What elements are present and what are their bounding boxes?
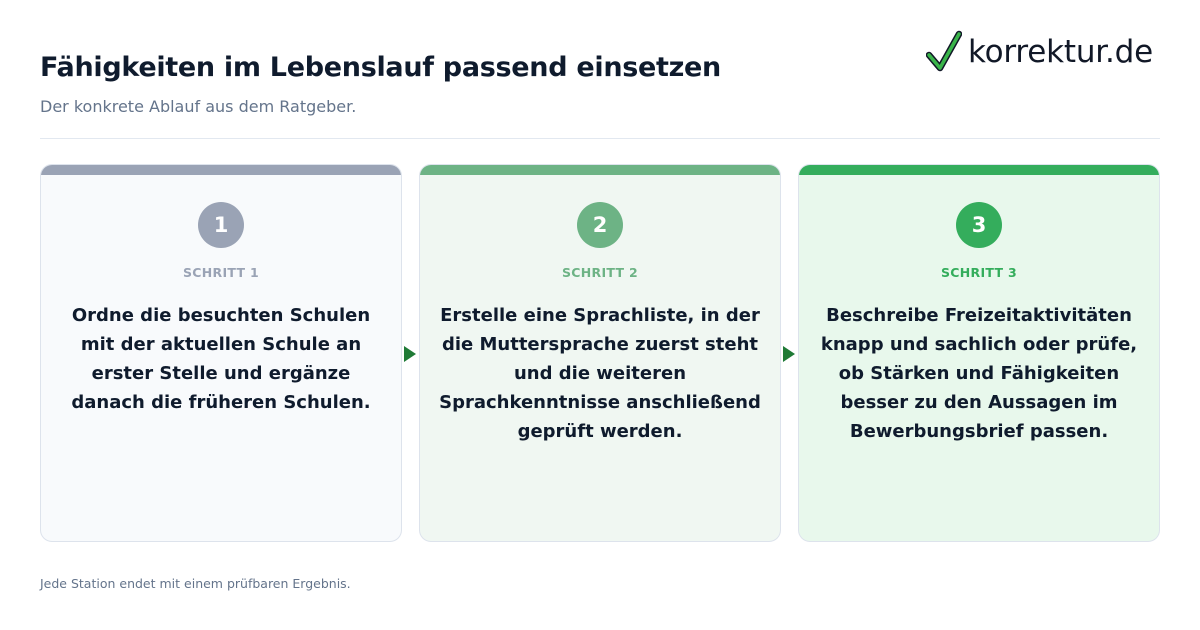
step-number-badge: 3 xyxy=(956,202,1002,248)
step-number-badge: 2 xyxy=(577,202,623,248)
step-card-1: 1 SCHRITT 1 Ordne die besuchten Schulen … xyxy=(40,164,402,542)
footnote: Jede Station endet mit einem prüfbaren E… xyxy=(40,576,351,591)
header-divider xyxy=(40,138,1160,139)
step-card-accent-bar xyxy=(799,165,1159,175)
logo-text: korrektur.de xyxy=(968,34,1154,70)
arrow-right-icon xyxy=(404,346,416,362)
step-label: SCHRITT 3 xyxy=(940,265,1017,280)
step-card-3: 3 SCHRITT 3 Beschreibe Freizeitaktivität… xyxy=(798,164,1160,542)
step-card-2: 2 SCHRITT 2 Erstelle eine Sprachliste, i… xyxy=(419,164,781,542)
step-label: SCHRITT 1 xyxy=(182,265,259,280)
page-title: Fähigkeiten im Lebenslauf passend einset… xyxy=(40,52,721,83)
step-number-badge: 1 xyxy=(198,202,244,248)
arrow-right-icon xyxy=(783,346,795,362)
step-card-accent-bar xyxy=(41,165,401,175)
step-label: SCHRITT 2 xyxy=(561,265,638,280)
step-card-accent-bar xyxy=(420,165,780,175)
step-description: Ordne die besuchten Schulen mit der aktu… xyxy=(71,305,371,413)
page-subtitle: Der konkrete Ablauf aus dem Ratgeber. xyxy=(40,97,357,116)
logo: korrektur.de xyxy=(926,30,1153,74)
checkmark-icon xyxy=(926,30,962,72)
step-description: Erstelle eine Sprachliste, in der die Mu… xyxy=(439,305,761,442)
step-description: Beschreibe Freizeitaktivitäten knapp und… xyxy=(820,305,1138,442)
